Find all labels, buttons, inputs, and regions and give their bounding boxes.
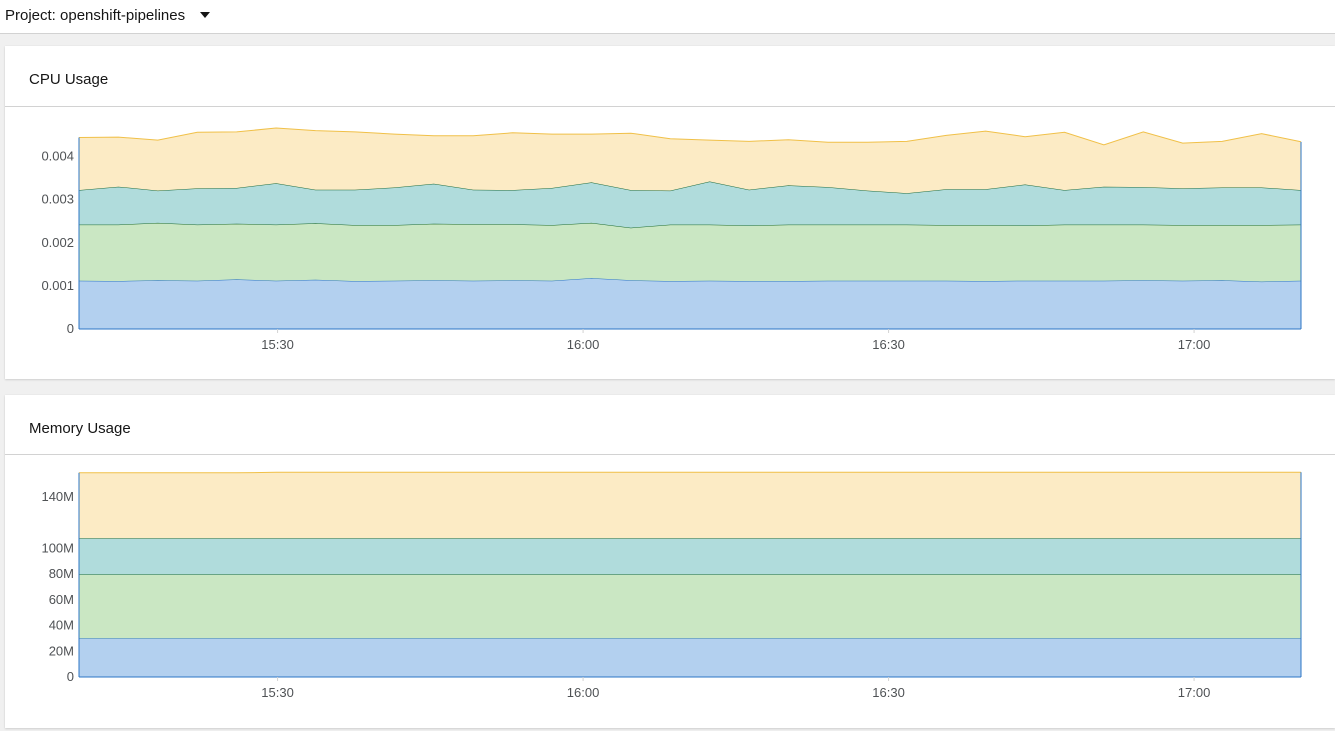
- y-tick-label: 60M: [49, 592, 74, 607]
- y-tick-label: 0.004: [41, 149, 74, 164]
- memory-usage-chart: 0 20M 40M 60M 80M 100M 140M 15:30 16:00 16:30 17:0…: [41, 471, 1302, 700]
- caret-down-icon: [200, 12, 211, 18]
- y-tick-label: 0.001: [41, 278, 74, 293]
- series-2-area: [79, 222, 1301, 282]
- cpu-usage-card: CPU Usage 0 0.001 0.002 0.003 0.004 15:30 16:0…: [5, 46, 1335, 379]
- project-selector-label: Project: openshift-pipelines: [5, 6, 186, 24]
- y-tick-label: 0.002: [41, 235, 74, 250]
- series-1-area: [79, 638, 1301, 677]
- series-4-line: [79, 471, 1301, 474]
- series-2-area: [79, 574, 1301, 639]
- series-3-area: [79, 538, 1301, 575]
- x-tick-label: 17:00: [1178, 337, 1211, 352]
- y-tick-label: 0: [67, 669, 74, 684]
- top-bar: Project: openshift-pipelines: [0, 0, 1335, 34]
- x-tick-label: 16:00: [567, 337, 600, 352]
- memory-usage-title: Memory Usage: [29, 420, 131, 437]
- cpu-usage-chart: 0 0.001 0.002 0.003 0.004 15:30 16:00 16:30 17:0…: [41, 127, 1302, 352]
- y-tick-label: 40M: [49, 618, 74, 633]
- series-3-area: [79, 181, 1301, 228]
- project-selector-dropdown[interactable]: Project: openshift-pipelines: [5, 4, 211, 26]
- x-tick-label: 16:00: [567, 685, 600, 700]
- memory-usage-card: Memory Usage 0 20M 40M 60M 80M 100M 140M 15:30 1…: [5, 395, 1335, 728]
- series-4-line: [78, 127, 1302, 146]
- y-tick-label: 140M: [41, 489, 74, 504]
- y-tick-label: 100M: [41, 540, 74, 555]
- card-divider: [5, 106, 1335, 107]
- series-4-area: [79, 128, 1301, 194]
- x-tick-label: 17:00: [1178, 685, 1211, 700]
- y-tick-label: 0.003: [41, 192, 74, 207]
- x-tick-label: 15:30: [261, 685, 294, 700]
- x-tick-label: 15:30: [261, 337, 294, 352]
- x-tick-label: 16:30: [872, 337, 905, 352]
- card-divider: [5, 454, 1335, 455]
- y-tick-label: 80M: [49, 566, 74, 581]
- cpu-usage-title: CPU Usage: [29, 71, 109, 88]
- y-tick-label: 20M: [49, 643, 74, 658]
- series-4-area: [79, 472, 1301, 539]
- x-tick-label: 16:30: [872, 685, 905, 700]
- series-1-area: [79, 278, 1301, 329]
- y-tick-label: 0: [67, 321, 74, 336]
